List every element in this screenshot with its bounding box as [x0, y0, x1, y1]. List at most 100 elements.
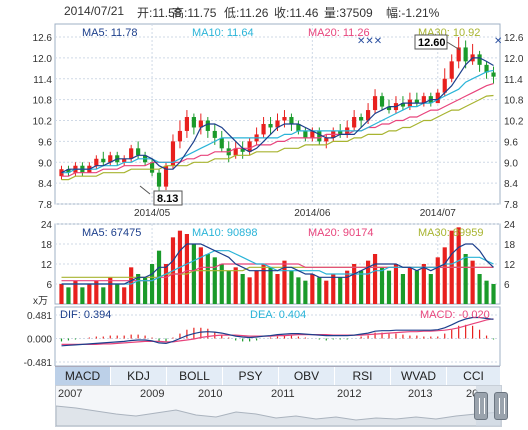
volume-bar [296, 277, 301, 304]
vol-ma20-label: MA20: 90174 [308, 227, 373, 239]
volume-bar [456, 227, 461, 304]
quote-high: 高:11.75 [172, 6, 217, 20]
volume-bar [359, 270, 364, 304]
dots-icon[interactable]: ✕✕✕ [357, 36, 382, 47]
min-price-label: 8.13 [157, 193, 178, 205]
quote-volume: 量:37509 [324, 6, 373, 20]
volume-bar [463, 254, 468, 304]
volume-bar [219, 264, 224, 304]
candle-body [122, 158, 127, 163]
range-handle-right[interactable] [494, 392, 508, 420]
volume-bar [136, 274, 141, 304]
indicator-tabs: MACD KDJ BOLL PSY OBV RSI WVAD CCI [55, 366, 500, 386]
candle-body [170, 141, 176, 166]
close-icon[interactable]: ✕ [494, 36, 502, 47]
price-ytick-right: 12.6 [504, 33, 524, 44]
candle-body [449, 61, 454, 79]
tab-wvad[interactable]: WVAD [391, 367, 447, 385]
ma10-label: MA10: 11.64 [192, 27, 254, 39]
volume-ytick-right: 12 [504, 260, 516, 271]
ma20-label: MA20: 11.26 [308, 27, 370, 39]
price-ma10-line [61, 69, 494, 174]
candle-body [66, 169, 71, 173]
volume-bar [428, 274, 433, 304]
volume-bar [233, 267, 238, 304]
candle-body [303, 130, 308, 138]
price-ytick-left: 11.4 [33, 75, 52, 86]
candle-body [184, 117, 190, 131]
price-ytick-left: 8.4 [38, 179, 52, 190]
volume-ytick-right: 18 [504, 240, 516, 251]
candle-body [359, 117, 364, 121]
candle-body [261, 123, 266, 135]
candle-body [324, 137, 329, 142]
candle-body [163, 165, 169, 187]
candle-body [435, 92, 440, 104]
candle-body [101, 158, 106, 163]
candle-body [136, 148, 141, 156]
price-ytick-right: 12.0 [504, 54, 524, 65]
candle-body [219, 137, 224, 149]
macd-panel: 0.481 0.000 -0.481 DIF: 0.394 DEA: 0.404 M… [24, 306, 501, 366]
candle-body [484, 64, 489, 73]
volume-bar [435, 257, 440, 304]
tab-cci[interactable]: CCI [463, 369, 484, 383]
macd-ytick: 0.481 [27, 311, 52, 322]
volume-bar [303, 280, 308, 304]
volume-bar [226, 270, 231, 304]
vol-ma10-label: MA10: 90898 [192, 227, 257, 239]
dea-label: DEA: 0.404 [250, 309, 306, 321]
candle-body [129, 148, 134, 159]
volume-bar [379, 267, 385, 304]
tab-rsi[interactable]: RSI [335, 367, 391, 385]
price-ytick-left: 9.6 [38, 137, 52, 148]
tab-boll[interactable]: BOLL [167, 367, 223, 385]
candle-body [379, 96, 385, 107]
candle-body [156, 172, 162, 187]
volume-bar [254, 270, 259, 304]
price-ytick-left: 10.2 [33, 117, 53, 128]
volume-bar [386, 270, 392, 304]
volume-bar [261, 264, 266, 304]
volume-ytick-left: 24 [41, 220, 53, 231]
volume-bar [282, 260, 287, 304]
volume-bar [324, 280, 329, 304]
candle-body [296, 123, 301, 131]
dif-line [61, 316, 494, 347]
volume-bar [400, 274, 406, 304]
tab-kdj[interactable]: KDJ [111, 367, 167, 385]
range-handle-left[interactable] [474, 392, 488, 420]
quote-change: 幅:-1.21% [386, 6, 440, 20]
tab-macd[interactable]: MACD [55, 367, 111, 385]
candle-body [59, 169, 64, 177]
volume-bar [317, 277, 322, 304]
ma5-label: MA5: 11.78 [82, 27, 137, 39]
volume-bar [129, 267, 134, 304]
volume-bar [115, 284, 120, 304]
candle-body [94, 158, 99, 166]
candle-body [372, 96, 378, 111]
price-panel: 12.6 12.6 12.0 12.0 11.4 11.4 10.8 10.8 10.2 10.2… [33, 23, 524, 219]
candle-body [177, 130, 183, 142]
dif-label: DIF: 0.394 [60, 309, 111, 321]
volume-bar [73, 280, 78, 304]
volume-bar [352, 264, 357, 304]
volume-bar [421, 264, 426, 304]
tab-obv[interactable]: OBV [279, 367, 335, 385]
nav-year-2013: 2013 [408, 388, 433, 400]
volume-bar [338, 277, 343, 304]
volume-bar [149, 264, 155, 304]
volume-bar [310, 274, 315, 304]
candle-body [289, 117, 294, 124]
range-navigator[interactable]: 2007 2009 2010 2011 2012 2013 20 [55, 385, 502, 427]
tab-psy[interactable]: PSY [223, 367, 279, 385]
candle-body [247, 141, 252, 152]
volume-bar [491, 284, 496, 304]
svg-text:✕✕✕: ✕✕✕ [357, 36, 382, 47]
volume-bar [66, 287, 71, 304]
quote-open: 开:11.58 [137, 6, 182, 20]
volume-bar [101, 287, 106, 304]
volume-bar [108, 277, 113, 304]
candle-body [477, 54, 482, 65]
nav-year-2011: 2011 [271, 388, 295, 400]
